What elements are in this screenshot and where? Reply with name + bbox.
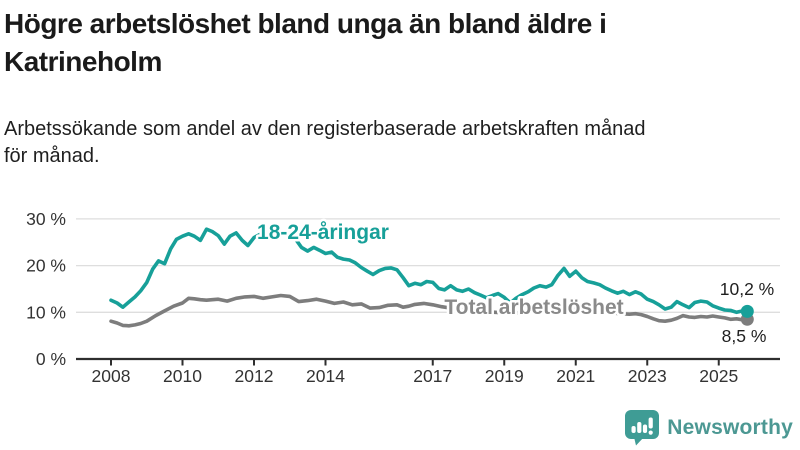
y-tick-label: 10 % [26,302,66,322]
chart-plot-area: 0 % 10 % 20 % 30 % 2008 2010 2012 2014 2017 2019 2… [26,209,780,386]
youth-series-line [109,227,750,315]
x-tick-label: 2019 [485,366,524,386]
y-tick-label: 30 % [26,209,66,229]
x-tick-label: 2014 [306,366,345,386]
newsworthy-logo[interactable]: Newsworthy [625,410,793,446]
chart-subtitle: Arbetssökande som andel av den registerb… [4,118,646,167]
unemployment-line-chart: 0 % 10 % 20 % 30 % 2008 2010 2012 2014 2017 2019 2… [26,209,780,386]
total-series-label: Total arbetslöshet [444,296,623,319]
y-tick-label: 20 % [26,256,66,276]
youth-end-dot [740,304,754,318]
newsworthy-wordmark: Newsworthy [667,416,793,439]
chart-labels: 18-24-åringar Total arbetslöshet 10,2 % … [255,219,777,349]
x-tick-label: 2025 [699,366,738,386]
x-tick-label: 2023 [628,366,667,386]
youth-end-value-label: 10,2 % [720,279,774,299]
x-tick-label: 2010 [163,366,202,386]
page-title: Högre arbetslöshet bland unga än bland ä… [4,8,607,77]
x-tick-label: 2012 [235,366,274,386]
total-end-value-label: 8,5 % [722,326,767,346]
chart-speech-bubble-icon [625,410,660,446]
x-tick-label: 2017 [413,366,452,386]
x-tick-label: 2021 [556,366,595,386]
x-tick-label: 2008 [92,366,131,386]
total-series-line [109,293,750,328]
y-tick-label: 0 % [36,349,66,369]
youth-series-label: 18-24-åringar [257,221,389,244]
